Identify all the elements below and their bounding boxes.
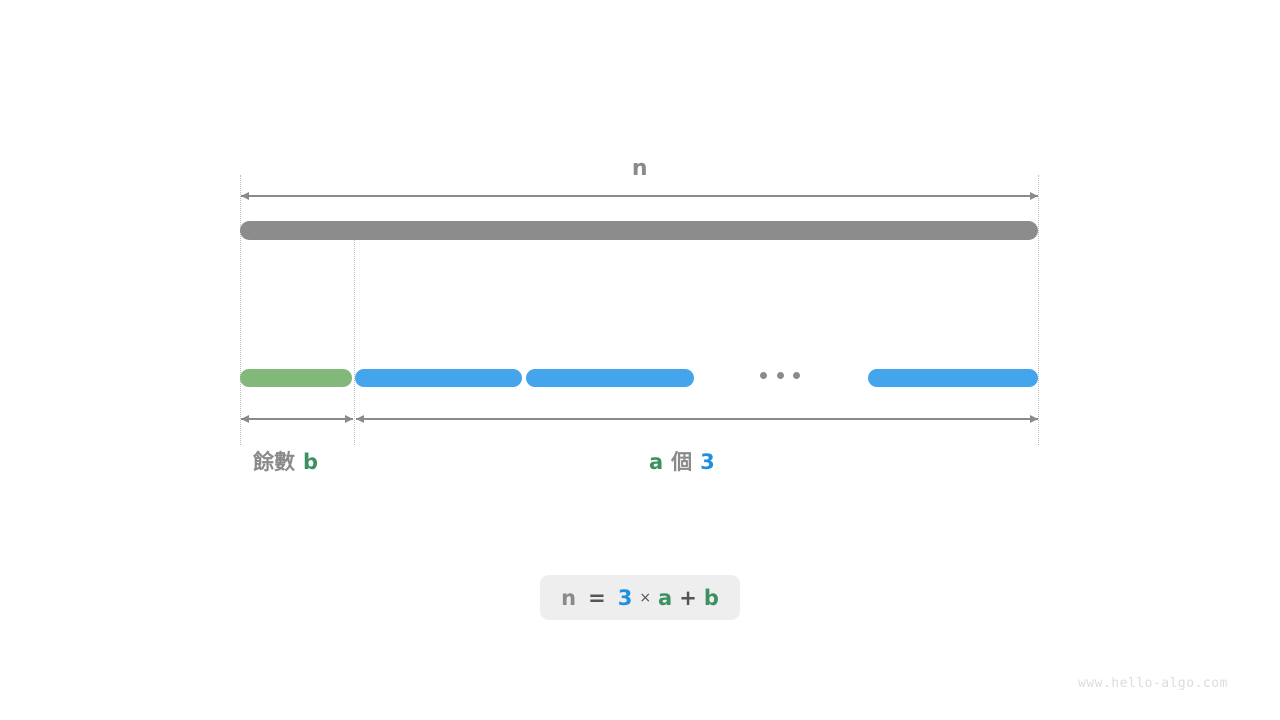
measure-arrow-remainder <box>241 413 353 425</box>
formula-quotient: a <box>658 585 673 610</box>
segment-group-n <box>868 369 1038 387</box>
formula-times: × <box>639 589 652 606</box>
guide-line-left <box>240 175 241 445</box>
caption-groups-variable: a <box>649 450 664 474</box>
formula-remainder: b <box>703 585 719 610</box>
caption-remainder-text: 餘數 <box>253 450 295 474</box>
segment-group-2 <box>526 369 694 387</box>
watermark: www.hello-algo.com <box>1078 676 1228 691</box>
caption-groups-divisor: 3 <box>700 450 715 474</box>
arrow-shaft <box>241 418 353 420</box>
formula-plus: + <box>679 585 697 610</box>
formula-equals: = <box>588 585 606 610</box>
formula-divisor: 3 <box>617 585 633 610</box>
arrow-head-right-icon <box>1030 191 1038 200</box>
guide-line-middle <box>354 240 355 445</box>
measure-arrow-n <box>241 190 1038 202</box>
arrow-head-right-icon <box>1030 414 1038 423</box>
dot-1-icon <box>760 372 767 379</box>
arrow-shaft <box>356 418 1038 420</box>
arrow-shaft <box>241 195 1038 197</box>
caption-remainder: 餘數 b <box>253 446 318 476</box>
dot-2-icon <box>777 372 784 379</box>
formula-lhs: n <box>561 585 577 610</box>
arrow-head-right-icon <box>345 414 353 423</box>
ellipsis-dots-icon <box>758 372 802 382</box>
formula-box: n = 3 × a + b <box>540 575 740 620</box>
guide-line-right <box>1038 175 1039 445</box>
total-length-label: n <box>631 156 649 181</box>
segment-remainder-b <box>240 369 352 387</box>
caption-remainder-variable: b <box>303 450 319 474</box>
segment-group-1 <box>355 369 522 387</box>
measure-arrow-groups <box>356 413 1038 425</box>
total-bar-n <box>240 221 1038 240</box>
dot-3-icon <box>793 372 800 379</box>
caption-groups-counter: 個 <box>671 450 693 474</box>
